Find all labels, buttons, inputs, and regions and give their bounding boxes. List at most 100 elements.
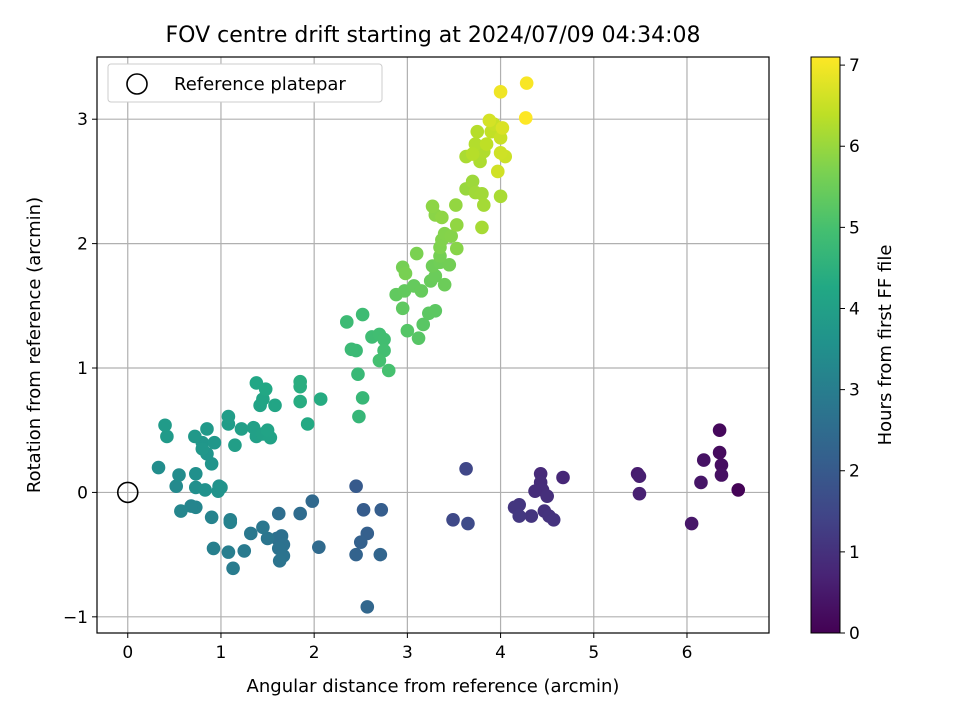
data-point <box>524 509 539 523</box>
data-point <box>518 111 533 125</box>
data-point <box>465 174 480 189</box>
data-point <box>714 468 729 482</box>
x-tick-label: 6 <box>682 643 693 663</box>
data-point <box>425 199 440 214</box>
data-point <box>172 468 186 482</box>
data-point <box>493 85 508 99</box>
data-point <box>228 438 242 452</box>
data-point <box>300 417 315 431</box>
data-point <box>428 303 443 318</box>
x-tick-label: 2 <box>309 643 320 663</box>
colorbar-tick-label: 4 <box>849 299 860 319</box>
data-point <box>449 241 464 256</box>
data-point <box>305 494 320 508</box>
data-point <box>188 466 203 481</box>
reference-platepar-marker <box>116 481 139 504</box>
data-point <box>195 442 210 456</box>
y-tick-label: −1 <box>63 608 88 628</box>
x-tick-label: 5 <box>588 643 599 663</box>
colorbar-tick-label: 1 <box>849 543 860 563</box>
data-point <box>151 460 166 475</box>
data-point <box>461 516 475 531</box>
data-point <box>200 422 214 436</box>
data-point <box>449 198 463 212</box>
data-point <box>313 392 328 406</box>
data-point <box>712 423 727 438</box>
y-axis-label: Rotation from reference (arcmin) <box>24 197 45 493</box>
data-point <box>373 547 388 562</box>
data-point <box>169 479 184 494</box>
data-point <box>198 483 212 497</box>
data-point <box>446 512 460 527</box>
data-point <box>684 516 699 531</box>
x-tick-label: 1 <box>216 643 227 663</box>
data-point <box>204 510 219 525</box>
colorbar-tick-label: 7 <box>849 56 860 76</box>
data-point <box>493 145 508 160</box>
legend: Reference platepar <box>107 63 383 103</box>
data-point <box>351 367 365 382</box>
data-point <box>411 331 426 345</box>
colorbar-tick-label: 6 <box>849 137 860 157</box>
data-point <box>449 218 464 232</box>
data-point <box>355 307 370 322</box>
data-point <box>479 137 494 151</box>
data-point <box>475 187 489 201</box>
colorbar-ticks: 0 1 2 3 4 5 6 7 <box>840 56 860 644</box>
x-tick-label: 4 <box>495 643 506 663</box>
data-point <box>268 398 282 413</box>
y-tick-label: 2 <box>77 235 88 255</box>
data-point <box>349 547 363 562</box>
data-point <box>490 164 505 179</box>
data-point <box>714 458 729 472</box>
data-point <box>355 391 370 405</box>
data-point <box>226 561 240 576</box>
data-point <box>372 353 387 368</box>
data-point <box>444 229 458 243</box>
colorbar-tick-label: 3 <box>849 381 860 401</box>
y-tick-label: 1 <box>77 359 88 379</box>
data-point <box>271 506 286 521</box>
colorbar-label: Hours from first FF file <box>875 245 896 446</box>
data-point <box>459 461 473 476</box>
data-point <box>377 332 391 347</box>
data-point <box>512 509 527 523</box>
y-tick-label: 3 <box>77 110 88 130</box>
x-axis-ticks: 0 1 2 3 4 5 6 <box>122 633 692 663</box>
data-point <box>237 544 252 558</box>
data-point <box>632 469 647 484</box>
x-tick-label: 0 <box>122 643 133 663</box>
data-point <box>442 257 457 272</box>
colorbar-tick-label: 5 <box>849 218 860 238</box>
plot-frame <box>96 56 770 634</box>
data-point <box>188 429 202 444</box>
colorbar-tick-label: 2 <box>849 462 860 482</box>
data-point <box>374 503 389 517</box>
data-point <box>293 394 307 409</box>
data-point <box>214 480 228 495</box>
data-point <box>398 266 413 281</box>
colorbar-tick-label: 0 <box>849 624 860 644</box>
data-point <box>352 409 366 424</box>
data-point <box>293 506 307 521</box>
data-point <box>221 545 236 559</box>
data-point <box>184 499 198 513</box>
data-points <box>116 76 746 614</box>
data-point <box>476 198 491 212</box>
data-point <box>206 541 221 556</box>
colorbar <box>810 56 841 634</box>
data-point <box>272 554 287 568</box>
x-axis-label: Angular distance from reference (arcmin) <box>247 676 620 697</box>
data-point <box>435 210 449 225</box>
data-point <box>437 277 452 292</box>
data-point <box>344 342 359 357</box>
data-point <box>519 76 534 90</box>
data-point <box>482 113 497 128</box>
data-point <box>260 531 275 546</box>
data-point <box>395 301 410 316</box>
data-point <box>339 315 354 329</box>
x-tick-label: 3 <box>402 643 413 663</box>
data-point <box>475 220 489 235</box>
y-tick-label: 0 <box>77 483 88 503</box>
data-point <box>540 489 554 503</box>
